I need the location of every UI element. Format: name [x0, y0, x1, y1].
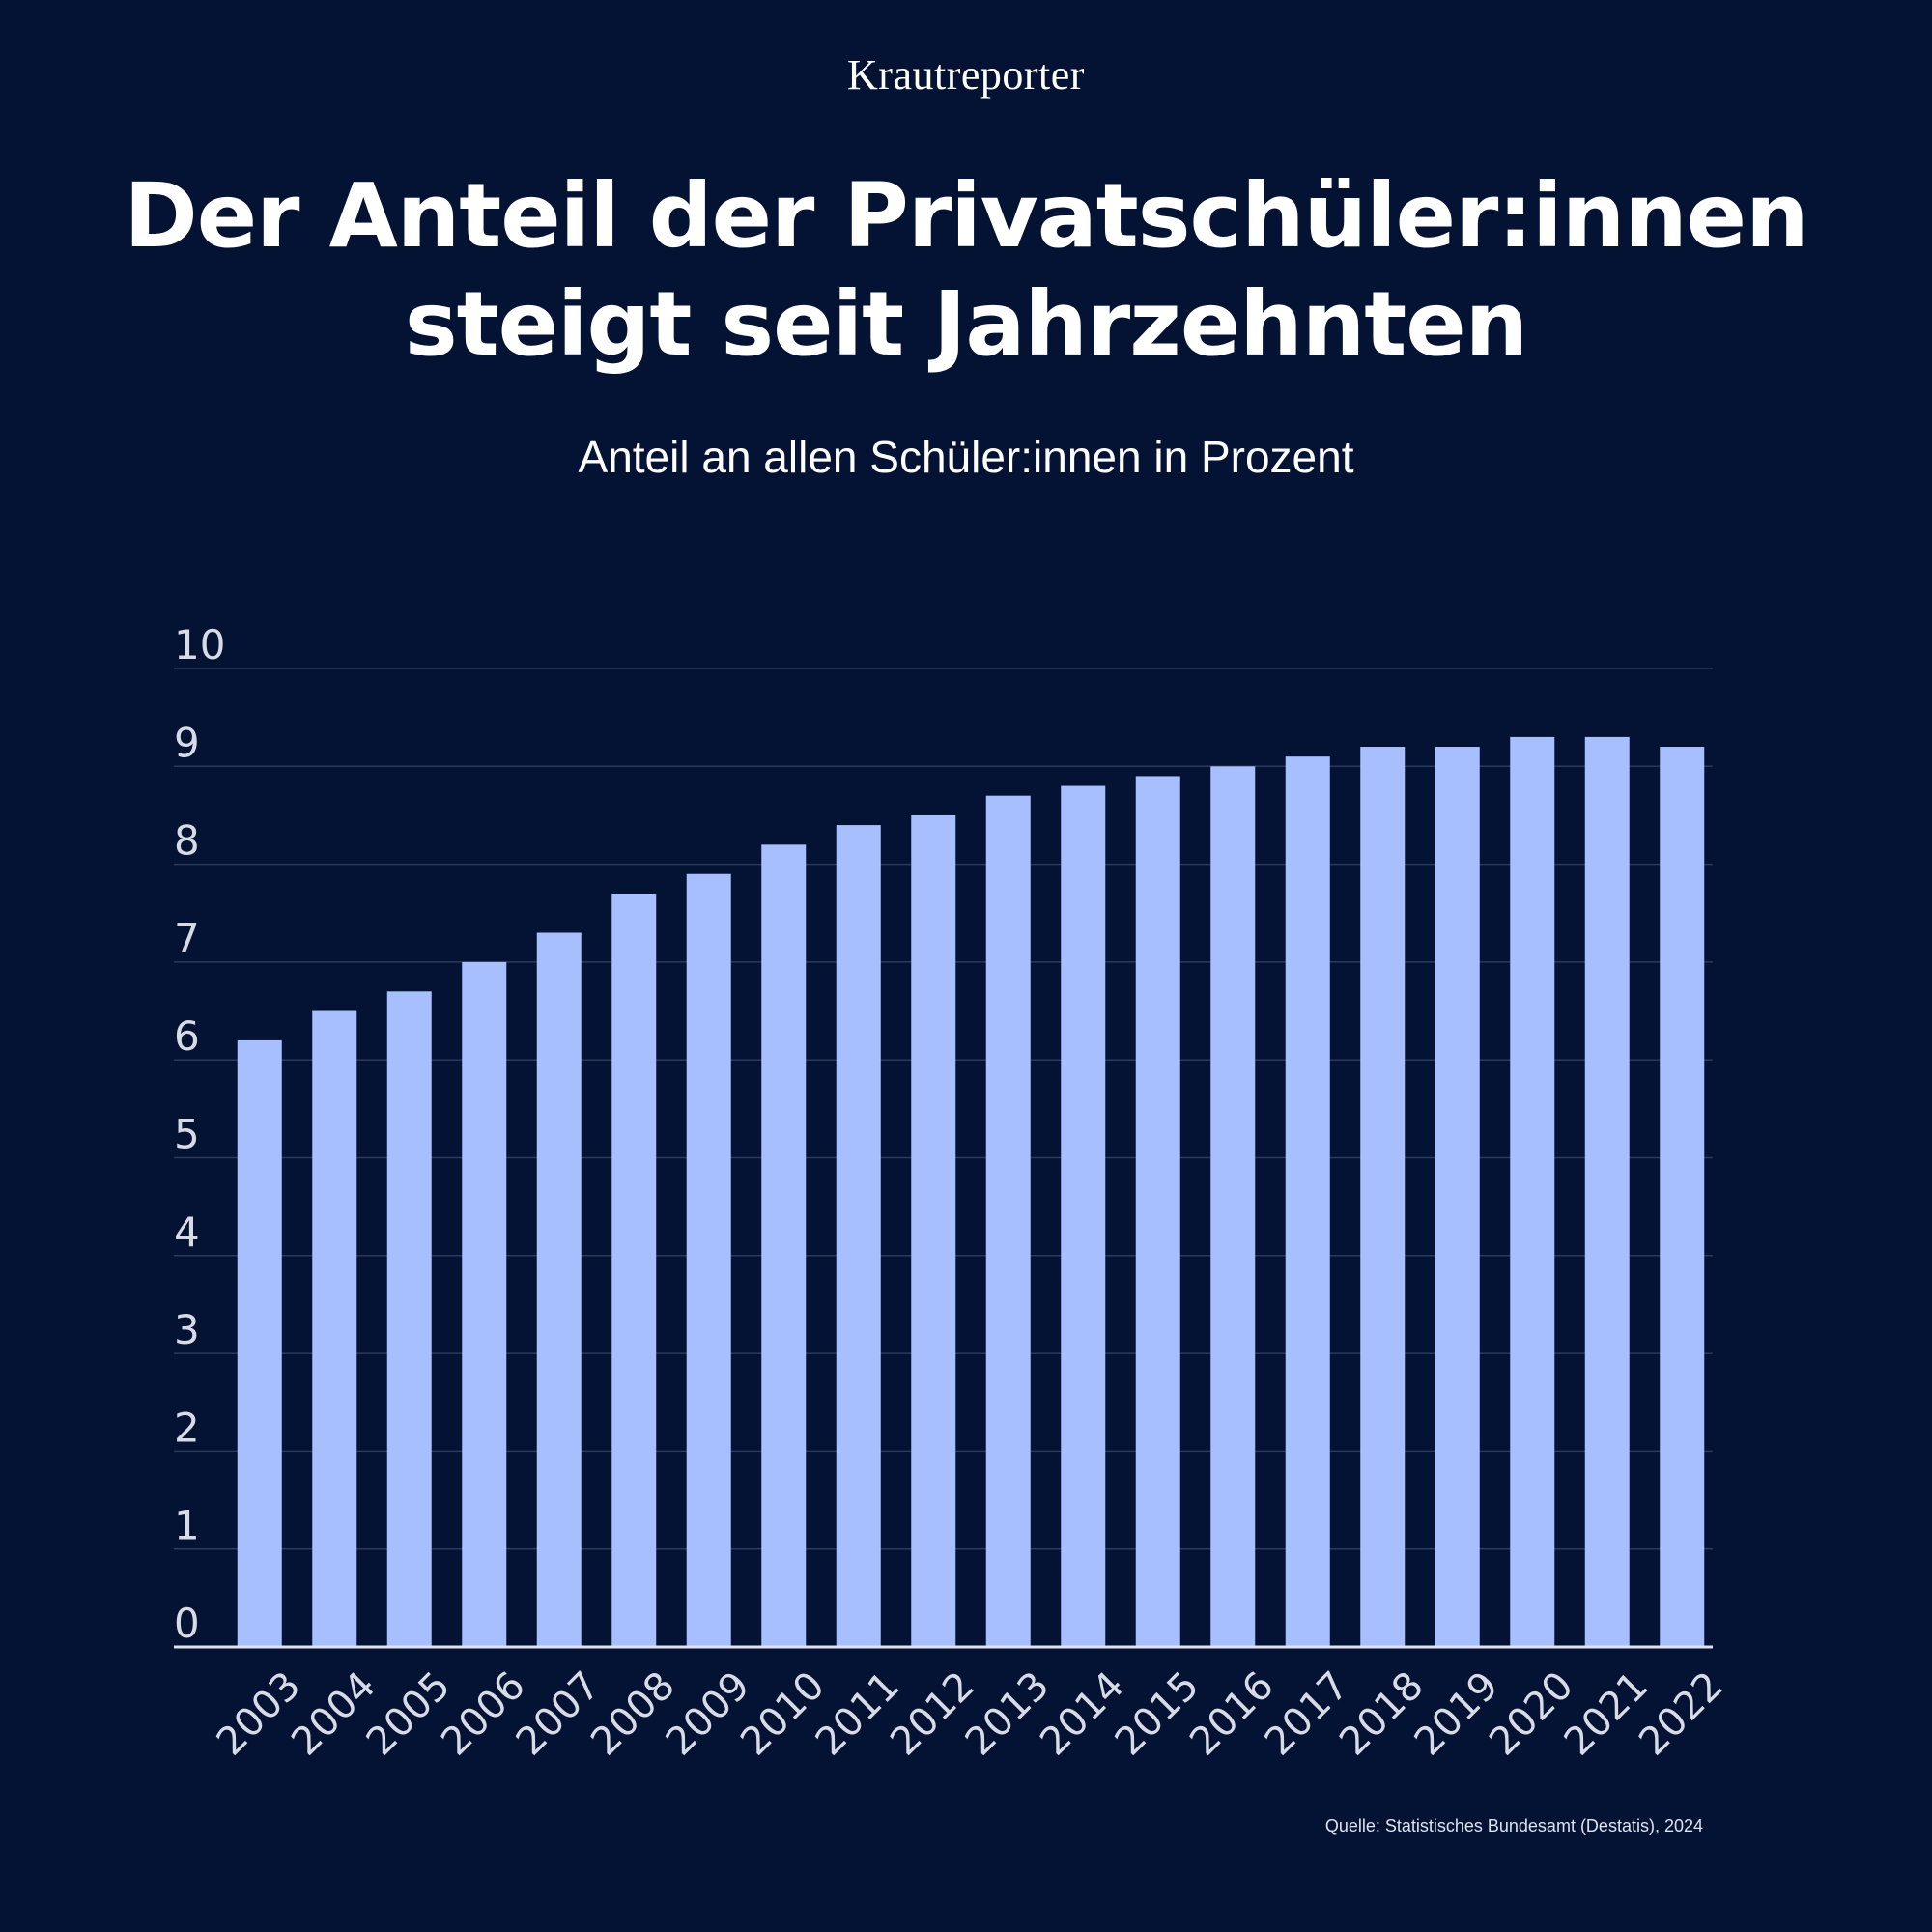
x-tick-label: 2003 — [209, 1663, 310, 1765]
bar — [1435, 747, 1480, 1647]
x-tick-label: 2015 — [1107, 1663, 1208, 1765]
x-tick-label: 2004 — [283, 1663, 384, 1765]
source-note: Quelle: Statistisches Bundesamt (Destati… — [1324, 1816, 1703, 1835]
x-tick-label: 2009 — [658, 1663, 759, 1765]
x-tick-label: 2020 — [1481, 1663, 1582, 1765]
x-tick-label: 2010 — [732, 1663, 834, 1765]
bar — [911, 814, 956, 1647]
bar — [462, 961, 507, 1647]
bar — [237, 1039, 282, 1647]
y-tick-label: 10 — [174, 621, 225, 668]
y-tick-label: 9 — [174, 719, 200, 766]
bar — [1360, 747, 1406, 1647]
bar — [536, 932, 582, 1647]
bar — [312, 1010, 357, 1647]
y-tick-label: 2 — [174, 1404, 200, 1451]
bar — [1210, 766, 1256, 1647]
x-tick-label: 2022 — [1631, 1663, 1732, 1765]
x-tick-label: 2021 — [1556, 1663, 1658, 1765]
bar — [1061, 785, 1106, 1647]
y-tick-label: 5 — [174, 1111, 200, 1158]
bar — [985, 795, 1031, 1647]
y-tick-label: 3 — [174, 1306, 200, 1353]
y-tick-label: 6 — [174, 1012, 200, 1060]
x-tick-label: 2016 — [1181, 1663, 1283, 1765]
bar — [1584, 736, 1630, 1647]
x-tick-label: 2012 — [882, 1663, 983, 1765]
bar — [686, 873, 731, 1647]
title-line-2: steigt seit Jahrzehnten — [404, 272, 1528, 376]
x-tick-label: 2005 — [358, 1663, 460, 1765]
x-tick-label: 2011 — [808, 1663, 909, 1765]
x-tick-label: 2014 — [1032, 1663, 1133, 1765]
bar — [836, 825, 881, 1647]
y-tick-label: 1 — [174, 1502, 200, 1549]
bar — [386, 991, 432, 1647]
y-tick-label: 4 — [174, 1208, 200, 1256]
x-tick-label: 2019 — [1406, 1663, 1508, 1765]
brand-logo: Krautreporter — [847, 51, 1085, 99]
bar — [1135, 776, 1180, 1647]
x-tick-label: 2007 — [508, 1663, 610, 1765]
y-tick-label: 7 — [174, 915, 200, 962]
bar — [611, 893, 657, 1647]
chart-title: Der Anteil der Privatschüler:innen steig… — [97, 162, 1835, 379]
x-tick-label: 2018 — [1331, 1663, 1433, 1765]
title-line-1: Der Anteil der Privatschüler:innen — [124, 164, 1808, 268]
y-tick-label: 8 — [174, 817, 200, 865]
y-tick-label: 0 — [174, 1600, 200, 1647]
bar — [1285, 756, 1330, 1647]
bar — [761, 844, 807, 1647]
x-tick-label: 2017 — [1257, 1663, 1358, 1765]
x-tick-label: 2008 — [582, 1663, 684, 1765]
bar — [1660, 747, 1705, 1647]
chart-subtitle: Anteil an allen Schüler:innen in Prozent — [578, 432, 1354, 482]
x-tick-label: 2006 — [433, 1663, 534, 1765]
bar — [1510, 736, 1555, 1647]
x-tick-label: 2013 — [957, 1663, 1059, 1765]
